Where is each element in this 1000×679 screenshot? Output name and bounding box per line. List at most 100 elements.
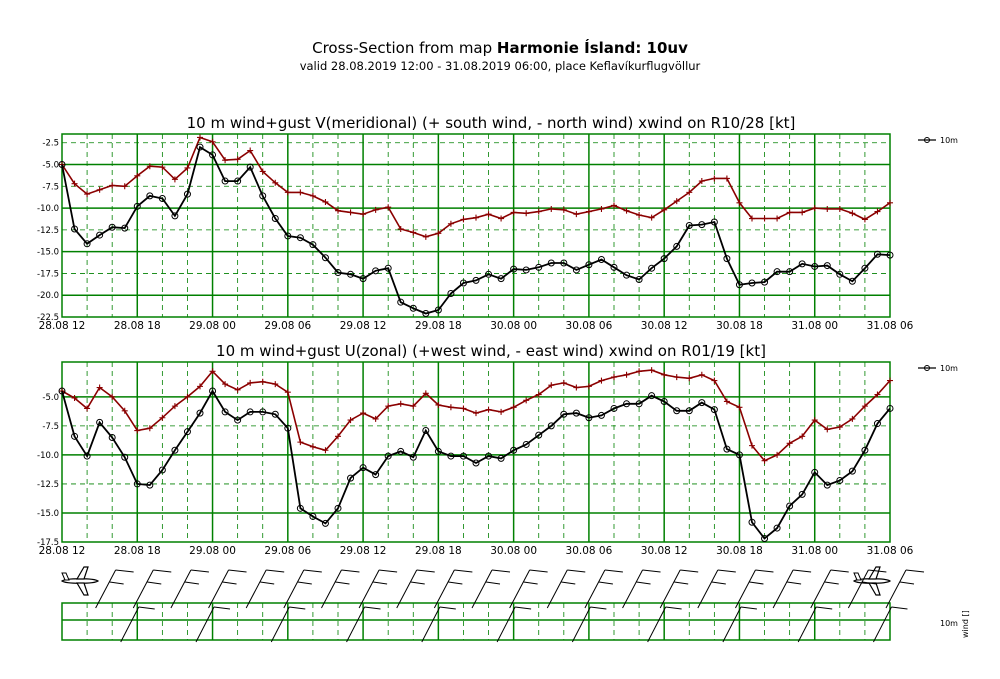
y-tick-label: -17.5 [37,538,59,548]
barb-feather [147,581,162,585]
data-point-gust [372,415,379,422]
data-point-mean [384,264,392,272]
barb-staff [132,569,154,609]
data-point-gust [623,371,630,378]
barb-flag [740,606,757,610]
data-point-gust [861,403,868,410]
main-title-bold: Harmonie Ísland: 10uv [496,39,688,57]
data-point-mean [347,270,355,278]
data-point-gust [197,134,203,141]
data-point-gust [811,417,818,424]
data-point-gust [134,427,141,434]
wind-barb [885,569,925,609]
y-tick-label: -2.5 [42,139,59,149]
data-point-mean [309,241,317,249]
data-point-mean [535,431,543,439]
main-title: Cross-Section from map Harmonie Ísland: … [0,38,1000,58]
data-point-mean [71,225,79,233]
data-point-mean [447,289,455,297]
data-point-gust [473,214,479,221]
data-point-gust [473,410,479,417]
wind-barb [195,606,231,643]
barb-flag [868,569,887,573]
data-point-gust [159,414,166,421]
y-tick-label: -7.5 [42,182,59,192]
data-point-mean [209,151,217,159]
data-point-gust [861,216,868,223]
data-point-mean [535,263,543,271]
panel-title: 10 m wind+gust V(meridional) (+ south wi… [187,114,796,132]
data-point-mean [510,265,518,273]
data-point-mean [347,474,355,482]
wind-barb [95,569,134,609]
data-point-mean [96,231,104,239]
data-point-gust [573,384,580,391]
x-tick-label: 30.08 18 [716,545,763,557]
data-point-gust [611,374,617,381]
y-tick-label: -10.0 [37,204,59,214]
data-point-gust [159,164,166,171]
data-point-gust [347,209,354,216]
barb-flag [341,569,360,573]
data-point-gust [121,183,128,190]
data-point-gust [435,230,442,237]
data-point-mean [359,275,367,283]
plane-fuselage [60,578,100,584]
data-point-mean [422,427,430,435]
barb-staff [697,569,719,609]
data-point-gust [523,397,530,404]
data-point-mean [171,446,179,454]
barb-flag [491,569,511,573]
barb-flag [604,569,623,573]
data-point-mean [296,234,304,242]
barb-flag [529,569,548,573]
data-point-gust [259,168,266,175]
data-point-mean [434,306,442,314]
barb-feather [598,581,613,585]
barb-feather [109,581,124,585]
barb-flag [680,569,699,573]
wind-barb [421,606,456,643]
data-point-mean [58,387,66,395]
data-point-gust [171,403,178,410]
data-point-mean [648,264,656,272]
data-point-gust [824,205,831,212]
data-point-gust [723,175,730,182]
series-line-mean [61,389,891,540]
barb-flag [665,606,682,610]
y-tick-label: -10.0 [37,451,59,461]
data-point-gust [849,415,856,422]
data-point-mean [786,268,794,276]
x-tick-label: 29.08 12 [340,320,387,332]
data-point-mean [146,481,154,489]
data-point-mean [660,397,668,405]
wind-barb [396,569,435,609]
data-point-mean [873,250,881,258]
data-point-mean [735,451,743,459]
data-point-mean [108,433,116,441]
data-point-mean [234,177,242,185]
x-tick-label: 29.08 12 [340,545,387,557]
data-point-mean [848,277,856,285]
data-point-mean [246,408,254,416]
data-point-mean [510,446,518,454]
data-point-mean [572,409,580,417]
main-title-prefix: Cross-Section from map [312,39,493,57]
data-point-gust [121,407,128,414]
data-point-mean [848,467,856,475]
data-point-mean [685,222,693,229]
data-point-mean [497,454,505,462]
data-point-mean [560,259,568,267]
data-point-mean [183,190,191,198]
data-point-mean [773,268,781,276]
data-point-gust [874,208,881,215]
x-tick-label: 30.08 06 [566,320,613,332]
data-point-gust [234,386,241,393]
barb-feather [674,581,689,585]
data-point-gust [887,199,893,206]
data-point-mean [309,512,317,520]
data-point-mean [221,177,229,185]
barb-staff [321,569,342,609]
data-point-gust [786,440,793,447]
barb-quantity-label: wind [] [961,610,970,638]
